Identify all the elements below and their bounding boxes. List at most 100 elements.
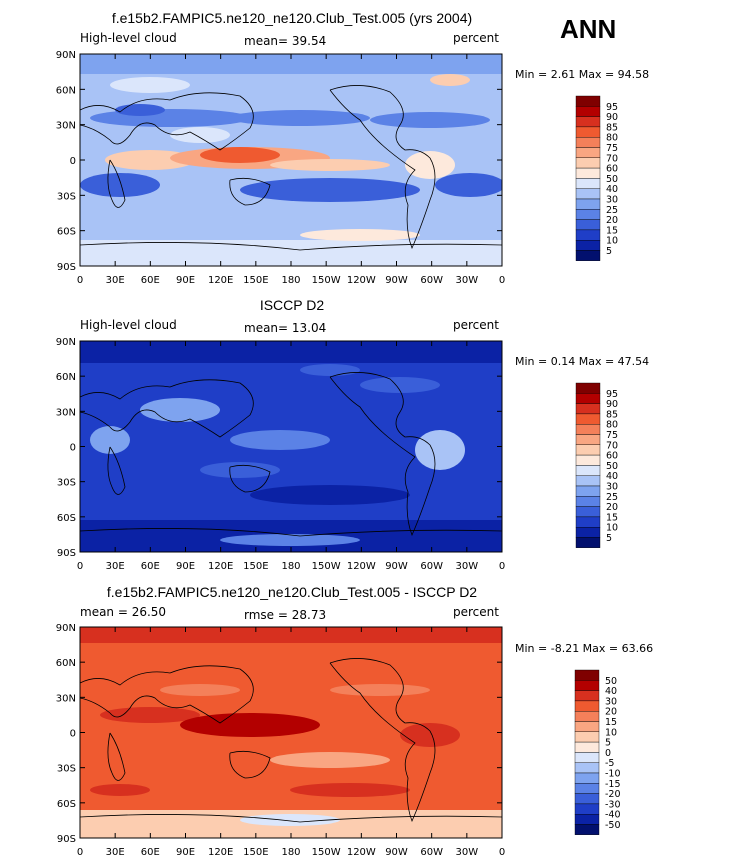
colorbar-swatch (574, 700, 600, 712)
colorbar-swatch (575, 95, 601, 107)
colorbar-swatch (575, 485, 601, 497)
lon-tick-label: 150E (243, 847, 268, 858)
colorbar-label: 90 (606, 112, 618, 123)
lon-tick-label: 180 (281, 561, 300, 572)
colorbar-swatch (575, 136, 601, 148)
panel-3-rmse-label: rmse = 28.73 (244, 608, 327, 622)
colorbar-label: -10 (605, 769, 621, 780)
colorbar-label: 75 (606, 143, 618, 154)
colorbar-swatch (574, 772, 600, 784)
colorbar-swatch (575, 147, 601, 159)
lon-tick-label: 0 (499, 561, 505, 572)
season-label: ANN (560, 14, 617, 44)
lat-tick-label: 90N (56, 337, 76, 348)
lat-tick-label: 60S (57, 513, 76, 524)
lat-tick-label: 30S (57, 191, 76, 202)
colorbar-swatch (575, 393, 601, 404)
colorbar-swatch (574, 741, 600, 753)
colorbar-label: 10 (606, 523, 618, 534)
colorbar-label: 10 (606, 236, 618, 247)
colorbar-label: 30 (606, 195, 618, 206)
lon-tick-label: 60W (420, 561, 443, 572)
colorbar-label: 20 (605, 707, 617, 718)
lon-tick-label: 60W (420, 847, 443, 858)
colorbar-label: 40 (606, 471, 618, 482)
panel-2-units-label: percent (453, 318, 499, 332)
colorbar-label: -40 (605, 810, 621, 821)
colorbar-swatch (575, 444, 601, 456)
panel-1-title: f.e15b2.FAMPIC5.ne120_ne120.Club_Test.00… (111, 10, 473, 26)
colorbar-label: 70 (606, 153, 618, 164)
colorbar-swatch (575, 382, 601, 394)
colorbar-label: 80 (606, 420, 618, 431)
lon-tick-label: 90E (176, 561, 195, 572)
colorbar-swatch (574, 711, 600, 722)
panel-3-mean-label: mean = 26.50 (80, 605, 167, 619)
colorbar-label: 0 (605, 748, 611, 759)
colorbar-label: 5 (606, 533, 612, 544)
colorbar-label: 30 (605, 696, 617, 707)
lon-tick-label: 90E (176, 847, 195, 858)
lat-tick-label: 30N (56, 121, 76, 132)
colorbar-label: 60 (606, 451, 618, 462)
lon-tick-label: 150W (312, 561, 341, 572)
colorbar-swatch (575, 106, 601, 117)
lon-tick-label: 0 (77, 847, 83, 858)
colorbar-label: 5 (605, 738, 611, 749)
colorbar-label: -50 (605, 820, 621, 831)
lat-tick-label: 60N (56, 85, 76, 96)
lon-tick-label: 60W (420, 275, 443, 286)
colorbar-swatch (574, 752, 600, 763)
colorbar-swatch (575, 178, 601, 189)
colorbar-label: 25 (606, 205, 618, 216)
panel-1-minmax: Min = 2.61 Max = 94.58 (515, 68, 650, 81)
colorbar-swatch (574, 783, 600, 794)
colorbar-label: 75 (606, 430, 618, 441)
colorbar-label: 85 (606, 122, 618, 133)
colorbar-swatch (575, 454, 601, 466)
colorbar-swatch (575, 403, 601, 415)
colorbar-swatch (575, 506, 601, 518)
colorbar-label: 15 (605, 717, 617, 728)
colorbar-label: -15 (605, 779, 621, 790)
colorbar-label: 50 (606, 461, 618, 472)
colorbar-swatch (575, 527, 601, 538)
colorbar-swatch (574, 669, 600, 681)
colorbar-label: 5 (606, 246, 612, 257)
lon-tick-label: 90E (176, 275, 195, 286)
lat-tick-label: 90N (56, 50, 76, 61)
colorbar-swatch (574, 731, 600, 743)
panel-3-map (79, 626, 503, 839)
lat-tick-label: 90S (57, 262, 76, 273)
lon-tick-label: 30E (106, 561, 125, 572)
panel-2-title: ISCCP D2 (259, 297, 325, 313)
colorbar-swatch (574, 824, 600, 836)
lat-tick-label: 60S (57, 227, 76, 238)
lon-tick-label: 180 (281, 847, 300, 858)
lat-tick-label: 60N (56, 372, 76, 383)
panel-2-minmax: Min = 0.14 Max = 47.54 (515, 355, 650, 368)
lon-tick-label: 150W (312, 847, 341, 858)
colorbar-swatch (575, 475, 601, 487)
colorbar-label: -5 (605, 758, 614, 769)
colorbar-swatch (575, 424, 601, 435)
lon-tick-label: 0 (499, 847, 505, 858)
colorbar-swatch (575, 188, 601, 200)
colorbar-label: 15 (606, 512, 618, 523)
colorbar-label: 15 (606, 225, 618, 236)
lon-tick-label: 0 (77, 275, 83, 286)
lon-tick-label: 120W (347, 275, 376, 286)
colorbar-label: 40 (606, 184, 618, 195)
lon-tick-label: 90W (385, 275, 408, 286)
lon-tick-label: 30E (106, 275, 125, 286)
colorbar-swatch (575, 157, 601, 169)
colorbar-label: 20 (606, 215, 618, 226)
panel-3-title: f.e15b2.FAMPIC5.ne120_ne120.Club_Test.00… (106, 584, 478, 600)
lat-tick-label: 90N (56, 623, 76, 634)
colorbar-label: 50 (605, 676, 617, 687)
